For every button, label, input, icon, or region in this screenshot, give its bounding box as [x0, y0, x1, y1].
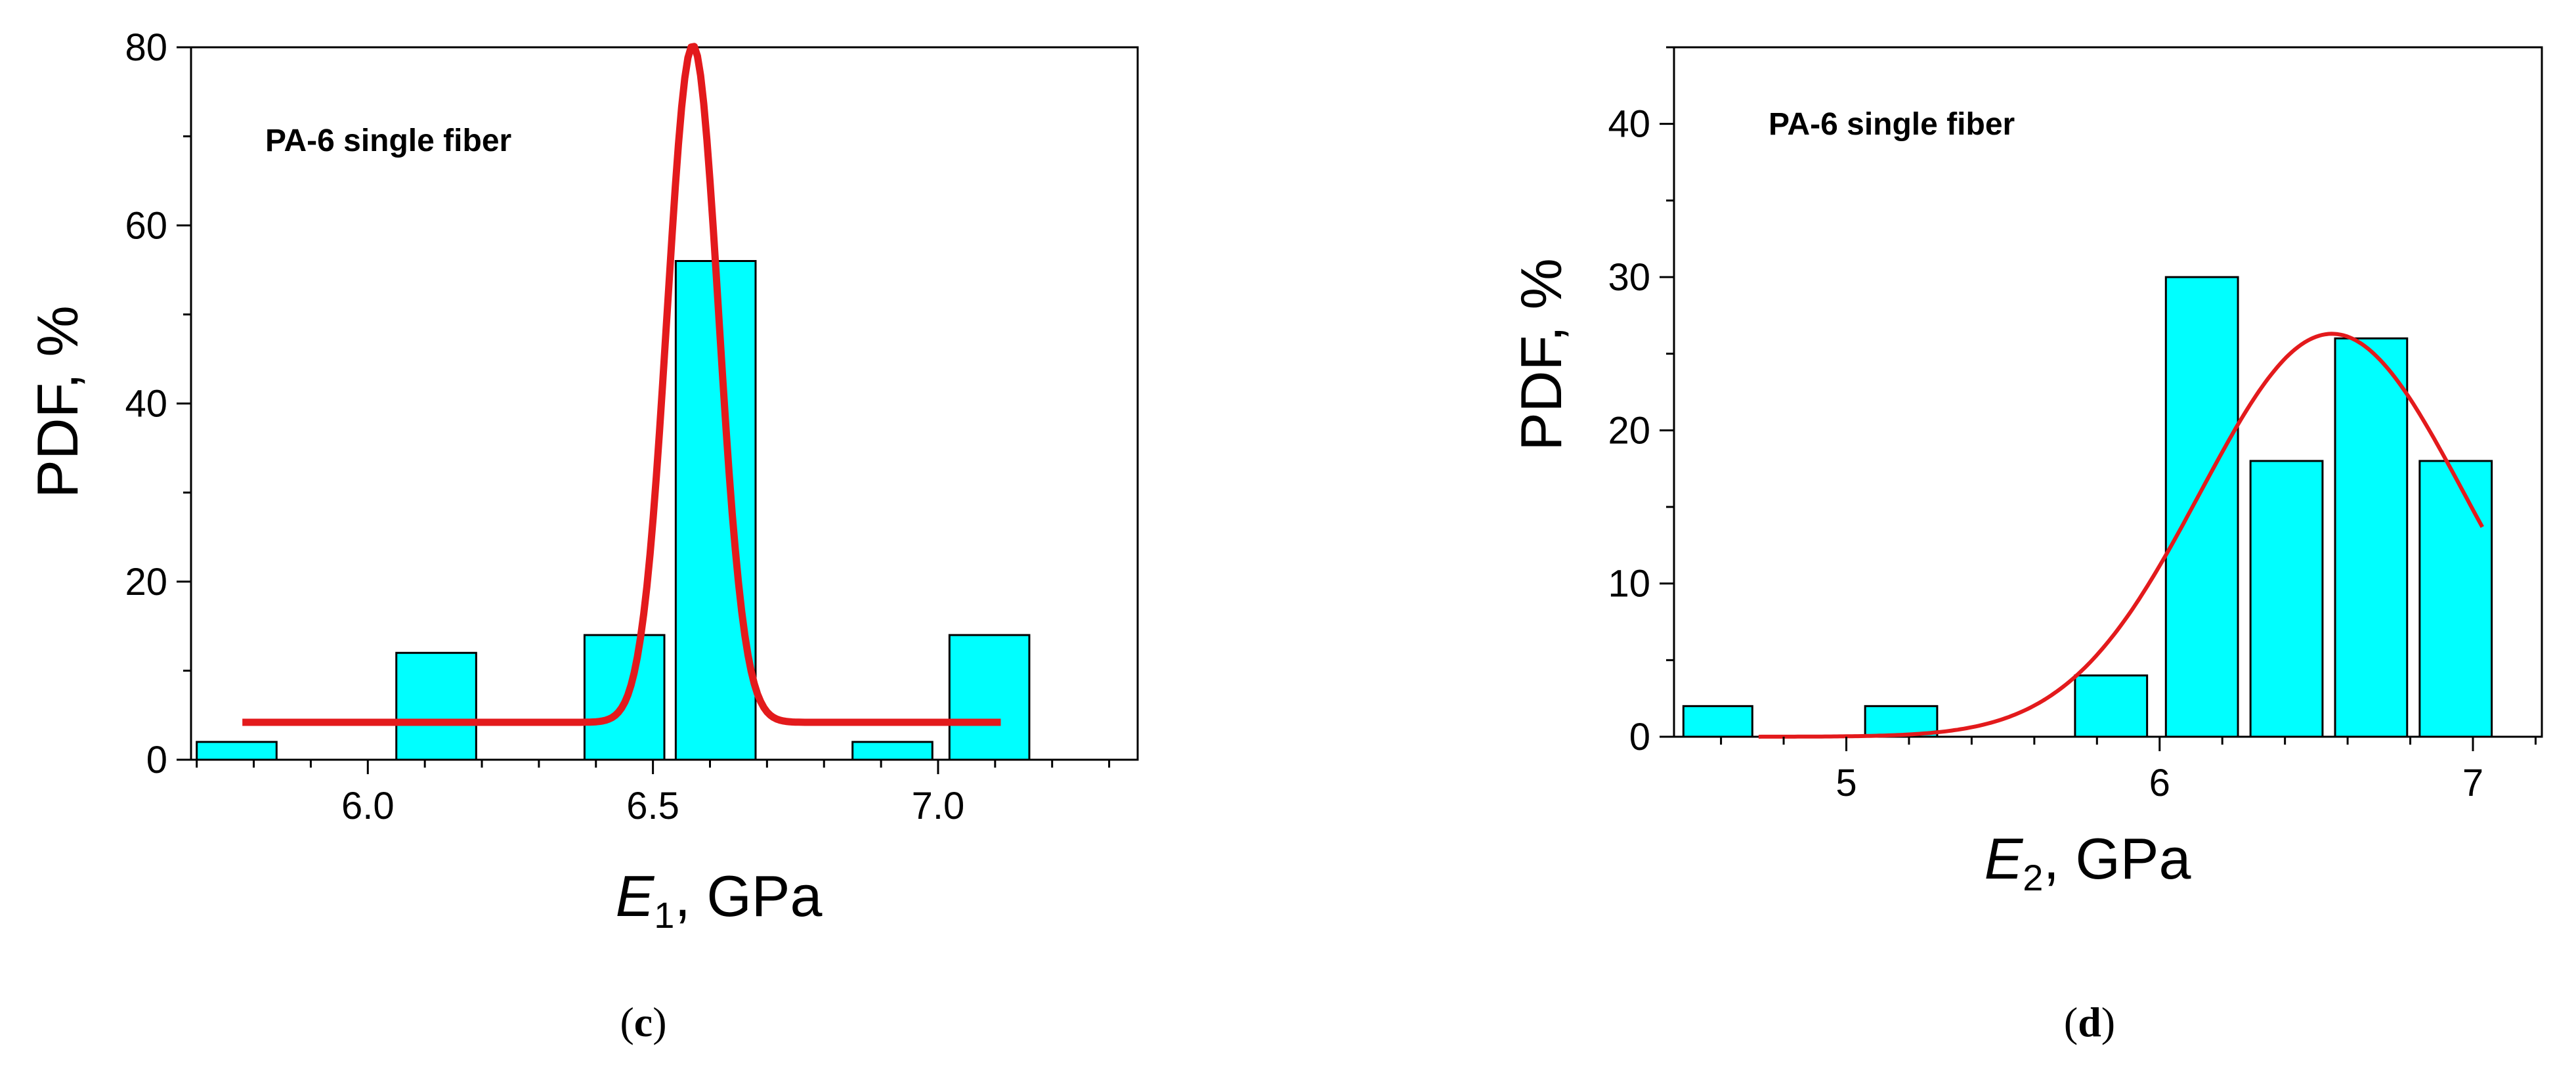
ytick-label-c: 20: [125, 561, 167, 603]
ylabel-d: PDF, %: [1509, 258, 1574, 450]
bar-d-6: [2418, 460, 2493, 738]
chart-panel-c: 0 20 40 60 80 6.0 6.5 7.0 PA-6 single fiber PD…: [25, 26, 1139, 1045]
yticks-d: 0 10 20 30 40: [1608, 46, 1674, 758]
ytick-label-c: 80: [125, 26, 167, 69]
ytick-label-d: 20: [1608, 409, 1650, 452]
bar-c-3: [674, 260, 757, 761]
xlabel-main-c: E: [616, 863, 655, 928]
xlabel-c: E1, GPa: [616, 863, 823, 936]
ylabel-c: PDF, %: [25, 305, 90, 498]
bar-d-5: [2334, 337, 2409, 738]
bars-d: [1682, 276, 2493, 738]
xlabel-main-d: E: [1985, 826, 2024, 891]
bar-d-4: [2249, 460, 2324, 738]
bar-d-2: [2074, 674, 2149, 738]
ytick-label-d: 30: [1608, 256, 1650, 299]
xtick-label-c: 7.0: [912, 785, 965, 827]
bar-d-3: [2164, 276, 2239, 738]
bar-c-2: [583, 634, 666, 761]
ytick-label-d: 0: [1629, 716, 1650, 758]
xticks-c: 6.0 6.5 7.0: [196, 760, 1111, 827]
bar-c-5: [948, 634, 1031, 761]
ytick-label-d: 10: [1608, 563, 1650, 605]
fit-curve-c: [242, 43, 1002, 726]
xlabel-sub-d: 2: [2023, 857, 2043, 898]
bar-c-4: [851, 741, 934, 761]
xlabel-d: E2, GPa: [1985, 826, 2191, 898]
caption-letter-c: c: [634, 999, 653, 1045]
xtick-label-d: 7: [2462, 762, 2483, 804]
caption-letter-d: d: [2078, 999, 2101, 1045]
annotation-d: PA-6 single fiber: [1769, 107, 2015, 142]
caption-d: (d): [2064, 999, 2115, 1045]
annotation-c: PA-6 single fiber: [265, 123, 511, 158]
bar-c-1: [395, 651, 477, 761]
xticks-d: 5 6 7: [1720, 737, 2537, 804]
chart-panel-d: 0 10 20 30 40 5 6 7 PA-6 single fiber PDF, % E…: [1509, 46, 2543, 1045]
xtick-label-c: 6.5: [626, 785, 679, 827]
caption-c: (c): [620, 999, 666, 1045]
xlabel-sub-c: 1: [654, 894, 674, 936]
xlabel-unit-d: , GPa: [2043, 826, 2191, 891]
bar-c-0: [196, 741, 278, 761]
ytick-label-c: 0: [146, 739, 167, 781]
ytick-label-d: 40: [1608, 103, 1650, 146]
xtick-label-c: 6.0: [341, 785, 395, 827]
xtick-label-d: 6: [2149, 762, 2170, 804]
ytick-label-c: 40: [125, 383, 167, 425]
ytick-label-c: 60: [125, 204, 167, 247]
yticks-c: 0 20 40 60 80: [125, 26, 191, 781]
bar-d-0: [1682, 705, 1753, 738]
xtick-label-d: 5: [1835, 762, 1857, 804]
xlabel-unit-c: , GPa: [674, 863, 822, 928]
fit-curve-d: [1758, 332, 2484, 739]
bars-c: [196, 260, 1031, 761]
plot-frame-d: [1673, 46, 2543, 738]
